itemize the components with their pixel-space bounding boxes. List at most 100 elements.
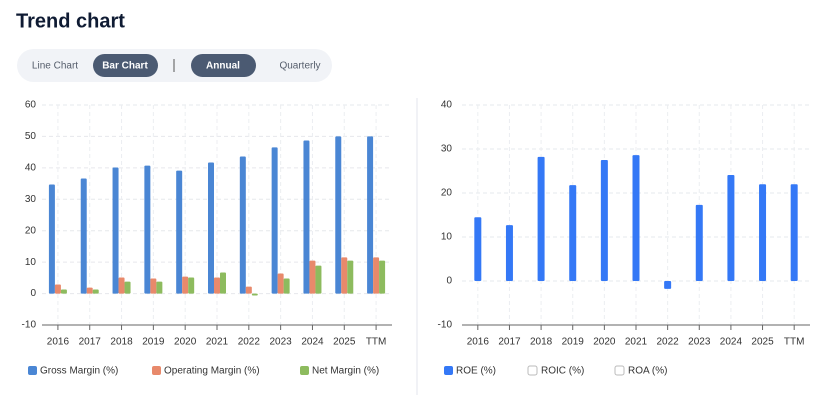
x-tick-label: 2025 — [333, 337, 356, 348]
bar — [150, 278, 157, 294]
bar — [54, 284, 61, 294]
bar — [335, 136, 342, 294]
y-tick-label: 0 — [446, 276, 452, 287]
legend-swatch-off[interactable] — [527, 365, 538, 376]
y-tick-label: -10 — [438, 320, 453, 331]
y-tick-label: 30 — [25, 194, 37, 205]
bar — [118, 277, 125, 294]
y-tick-label: 60 — [25, 100, 37, 111]
bar — [347, 260, 354, 294]
chart-tab[interactable]: Line Chart — [32, 61, 78, 72]
y-tick-label: 40 — [25, 162, 37, 173]
x-tick-label: 2018 — [530, 337, 553, 348]
bar — [208, 162, 214, 294]
bar — [664, 281, 672, 289]
bar — [373, 257, 380, 294]
x-tick-label: 2020 — [174, 337, 197, 348]
bar — [315, 265, 322, 294]
y-tick-label: 20 — [25, 225, 37, 236]
x-tick-label: 2023 — [688, 337, 711, 348]
bar — [112, 167, 119, 294]
bar — [80, 178, 87, 294]
bar — [239, 156, 246, 294]
bar — [537, 156, 545, 281]
y-tick-label: 30 — [441, 144, 453, 155]
x-tick-label: 2017 — [79, 337, 102, 348]
period-tab[interactable]: Quarterly — [279, 61, 320, 72]
bar — [60, 289, 67, 294]
y-tick-label: 40 — [441, 100, 453, 111]
legend-label[interactable]: Gross Margin (%) — [40, 366, 118, 377]
bar — [124, 281, 131, 294]
chart-tab[interactable]: Bar Chart — [102, 61, 148, 72]
bar — [245, 286, 252, 294]
legend-label[interactable]: Operating Margin (%) — [164, 366, 260, 377]
y-tick-label: -10 — [22, 320, 37, 331]
x-tick-label: TTM — [366, 337, 387, 348]
bar — [474, 217, 482, 281]
y-tick-label: 10 — [441, 232, 453, 243]
bar — [303, 140, 310, 294]
bar — [600, 160, 608, 281]
x-tick-label: 2016 — [467, 337, 490, 348]
x-tick-label: TTM — [784, 337, 805, 348]
x-tick-label: 2025 — [751, 337, 774, 348]
legend-label[interactable]: ROE (%) — [456, 366, 496, 377]
x-tick-label: 2019 — [142, 337, 165, 348]
x-tick-label: 2016 — [47, 337, 70, 348]
bar — [92, 289, 99, 294]
bar — [695, 204, 703, 281]
x-tick-label: 2017 — [498, 337, 521, 348]
bar — [309, 260, 316, 294]
legend-swatch[interactable] — [444, 366, 453, 375]
bar — [569, 185, 577, 281]
x-tick-label: 2024 — [301, 337, 324, 348]
legend-label[interactable]: Net Margin (%) — [312, 366, 379, 377]
legend-label[interactable]: ROA (%) — [628, 366, 667, 377]
bar — [632, 155, 640, 281]
bar — [182, 276, 189, 294]
legend-label[interactable]: ROIC (%) — [541, 366, 584, 377]
x-tick-label: 2018 — [110, 337, 133, 348]
x-tick-label: 2021 — [625, 337, 648, 348]
bar — [220, 272, 226, 294]
bar — [367, 136, 374, 294]
bar — [156, 281, 163, 294]
bar — [277, 273, 284, 294]
y-tick-label: 10 — [25, 257, 37, 268]
x-tick-label: 2024 — [720, 337, 743, 348]
y-tick-label: 50 — [25, 131, 37, 142]
chart-tab-active[interactable] — [93, 54, 158, 77]
x-tick-label: 2022 — [657, 337, 680, 348]
bar — [271, 147, 278, 294]
bar — [144, 165, 151, 294]
period-tab-active[interactable] — [191, 54, 256, 77]
x-tick-label: 2020 — [593, 337, 616, 348]
bar — [176, 170, 183, 294]
x-tick-label: 2021 — [206, 337, 229, 348]
page-title: Trend chart — [16, 10, 125, 32]
legend-swatch[interactable] — [28, 366, 37, 375]
y-tick-label: 20 — [441, 188, 453, 199]
bar — [727, 174, 735, 281]
bar — [48, 184, 55, 294]
x-tick-label: 2019 — [562, 337, 585, 348]
bar — [188, 277, 195, 294]
bar — [379, 260, 386, 294]
bar — [505, 225, 513, 281]
legend-swatch-off[interactable] — [614, 365, 625, 376]
bar — [790, 184, 798, 281]
x-tick-label: 2022 — [238, 337, 261, 348]
legend-swatch[interactable] — [152, 366, 161, 375]
x-tick-label: 2023 — [270, 337, 293, 348]
bar — [341, 257, 348, 294]
bar — [251, 293, 258, 296]
bar — [86, 287, 93, 294]
y-tick-label: 0 — [30, 288, 36, 299]
bar — [759, 184, 767, 281]
bar — [283, 278, 290, 294]
legend-swatch[interactable] — [300, 366, 309, 375]
bar — [214, 277, 220, 294]
period-tab[interactable]: Annual — [206, 61, 240, 72]
